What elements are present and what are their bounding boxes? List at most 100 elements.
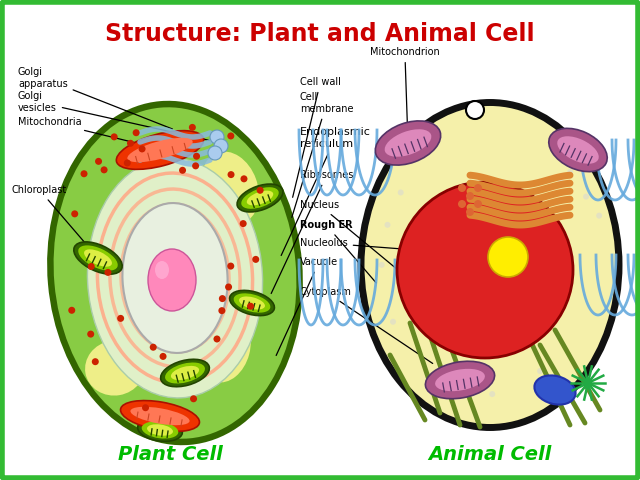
Ellipse shape <box>171 366 199 380</box>
Text: Structure: Plant and Animal Cell: Structure: Plant and Animal Cell <box>105 22 535 46</box>
Ellipse shape <box>435 369 485 391</box>
Ellipse shape <box>241 187 279 209</box>
Ellipse shape <box>385 129 431 157</box>
Ellipse shape <box>78 245 118 271</box>
Text: Chloroplast: Chloroplast <box>12 185 96 256</box>
Circle shape <box>557 178 564 184</box>
Text: Ribosomes: Ribosomes <box>271 170 353 293</box>
Ellipse shape <box>122 203 228 353</box>
Circle shape <box>127 140 134 147</box>
Ellipse shape <box>74 242 122 274</box>
Circle shape <box>466 192 474 200</box>
Circle shape <box>111 133 118 140</box>
Circle shape <box>584 379 592 387</box>
Circle shape <box>104 269 111 276</box>
Circle shape <box>139 145 145 153</box>
Circle shape <box>132 129 140 136</box>
Circle shape <box>117 315 124 322</box>
Ellipse shape <box>120 401 200 432</box>
Ellipse shape <box>161 360 209 387</box>
Text: Nucleus: Nucleus <box>300 200 396 268</box>
Ellipse shape <box>165 362 205 384</box>
Text: Plant Cell: Plant Cell <box>118 445 222 465</box>
Text: Rough ER: Rough ER <box>300 220 376 283</box>
Text: Golgi
apparatus: Golgi apparatus <box>18 67 172 129</box>
Circle shape <box>466 101 484 119</box>
Circle shape <box>474 184 482 192</box>
Circle shape <box>583 193 589 200</box>
Circle shape <box>208 146 222 160</box>
Text: Cell wall: Cell wall <box>292 77 341 197</box>
Circle shape <box>397 190 404 195</box>
Circle shape <box>227 132 234 140</box>
Circle shape <box>241 175 248 182</box>
Circle shape <box>124 159 131 167</box>
Ellipse shape <box>131 407 189 425</box>
Ellipse shape <box>237 184 283 212</box>
Text: Nucleolus: Nucleolus <box>300 238 505 257</box>
Circle shape <box>385 222 390 228</box>
Circle shape <box>379 262 385 268</box>
Circle shape <box>71 210 78 217</box>
Circle shape <box>218 307 225 314</box>
Circle shape <box>92 358 99 365</box>
Circle shape <box>390 319 396 325</box>
Ellipse shape <box>199 313 251 383</box>
Ellipse shape <box>85 340 145 396</box>
Circle shape <box>219 295 226 302</box>
Circle shape <box>210 130 224 144</box>
Ellipse shape <box>88 158 262 398</box>
Circle shape <box>458 200 466 208</box>
Text: Mitochondrion: Mitochondrion <box>370 47 440 140</box>
Circle shape <box>227 263 234 270</box>
Ellipse shape <box>361 103 619 428</box>
Circle shape <box>247 303 254 310</box>
Circle shape <box>567 169 573 175</box>
Ellipse shape <box>548 128 607 172</box>
Circle shape <box>466 208 474 216</box>
Text: Endoplasmic
reticulum: Endoplasmic reticulum <box>281 127 371 255</box>
Ellipse shape <box>116 131 204 169</box>
Ellipse shape <box>239 297 265 310</box>
Circle shape <box>87 331 94 337</box>
Circle shape <box>81 170 88 177</box>
Circle shape <box>142 404 149 411</box>
Text: Mitochondria: Mitochondria <box>18 117 163 149</box>
Circle shape <box>239 220 246 227</box>
Circle shape <box>228 171 234 178</box>
Text: Vacuole: Vacuole <box>276 257 338 356</box>
Ellipse shape <box>54 108 296 439</box>
Text: Cytoplasm: Cytoplasm <box>300 287 433 363</box>
Circle shape <box>474 200 482 208</box>
Circle shape <box>214 139 228 153</box>
Circle shape <box>596 213 602 218</box>
Circle shape <box>189 124 196 131</box>
Text: Animal Cell: Animal Cell <box>428 445 552 465</box>
Circle shape <box>159 353 166 360</box>
Circle shape <box>488 237 528 277</box>
Ellipse shape <box>84 249 112 267</box>
Ellipse shape <box>534 375 575 405</box>
Circle shape <box>150 344 157 351</box>
Circle shape <box>190 396 197 402</box>
Circle shape <box>458 184 466 192</box>
Circle shape <box>489 391 495 397</box>
Text: Golgi
vesicles: Golgi vesicles <box>18 91 209 140</box>
Ellipse shape <box>426 361 495 399</box>
Ellipse shape <box>234 293 270 312</box>
Circle shape <box>88 263 95 270</box>
Circle shape <box>537 368 543 374</box>
Ellipse shape <box>47 101 303 445</box>
Ellipse shape <box>557 136 599 164</box>
Circle shape <box>95 158 102 165</box>
Circle shape <box>257 187 264 194</box>
Ellipse shape <box>201 152 259 225</box>
Ellipse shape <box>230 290 275 316</box>
Text: Cell
membrane: Cell membrane <box>292 92 353 217</box>
Circle shape <box>179 167 186 174</box>
Ellipse shape <box>127 138 193 162</box>
Ellipse shape <box>141 421 179 439</box>
Ellipse shape <box>247 191 273 205</box>
Circle shape <box>100 167 108 173</box>
Circle shape <box>252 256 259 263</box>
